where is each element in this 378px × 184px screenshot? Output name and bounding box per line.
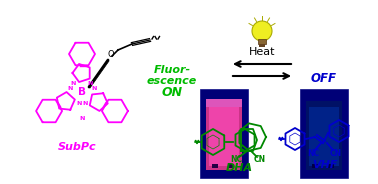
Bar: [258, 39, 266, 44]
Bar: [200, 89, 248, 178]
Text: N: N: [88, 81, 93, 86]
Text: NC: NC: [307, 148, 319, 158]
Text: N: N: [76, 101, 82, 106]
Text: Fluor-: Fluor-: [153, 65, 191, 75]
Text: Heat: Heat: [249, 47, 275, 57]
Bar: [309, 107, 339, 166]
Text: N: N: [82, 101, 88, 106]
Text: O: O: [108, 50, 114, 59]
Circle shape: [252, 21, 272, 41]
Bar: [209, 107, 239, 166]
Bar: [300, 89, 348, 178]
Bar: [312, 164, 318, 168]
Bar: [328, 164, 334, 168]
Text: ON: ON: [161, 86, 183, 100]
Text: VHF: VHF: [312, 160, 338, 170]
Text: B: B: [78, 87, 86, 97]
Text: N: N: [71, 81, 76, 86]
Text: N: N: [68, 86, 73, 91]
Text: escence: escence: [147, 76, 197, 86]
Text: N: N: [91, 86, 96, 91]
Text: OFF: OFF: [311, 72, 337, 86]
Bar: [228, 164, 234, 168]
Text: SubPc: SubPc: [58, 142, 96, 152]
Bar: [206, 101, 242, 170]
Text: CN: CN: [330, 148, 342, 158]
Text: NC: NC: [230, 155, 242, 164]
Text: DHA: DHA: [225, 163, 253, 173]
Bar: [259, 44, 265, 47]
Text: N: N: [79, 116, 85, 121]
Bar: [206, 99, 242, 107]
Bar: [212, 164, 218, 168]
Bar: [306, 101, 342, 170]
Text: CN: CN: [254, 155, 266, 164]
